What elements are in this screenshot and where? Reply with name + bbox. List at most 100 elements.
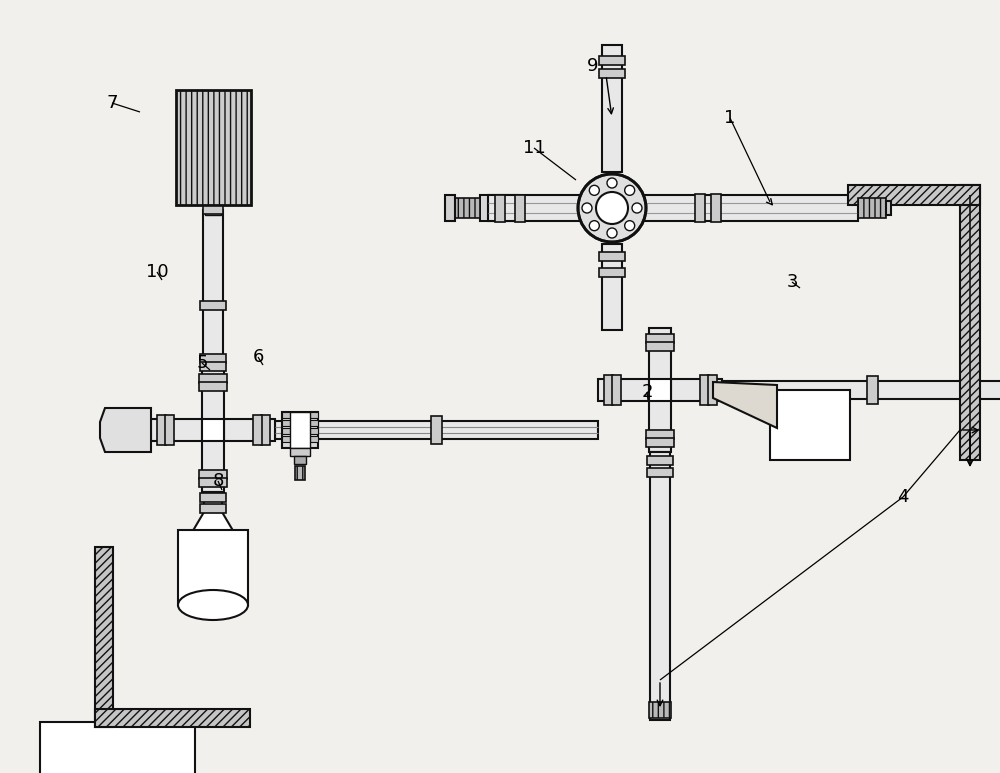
Bar — [858, 198, 886, 218]
Text: 8: 8 — [212, 472, 224, 490]
Bar — [646, 333, 674, 342]
Bar — [295, 466, 305, 480]
Bar — [495, 195, 505, 222]
Bar — [204, 492, 222, 512]
Bar — [95, 547, 113, 727]
Bar — [282, 428, 292, 434]
Bar — [199, 373, 227, 383]
Ellipse shape — [178, 590, 248, 620]
Circle shape — [632, 203, 642, 213]
Circle shape — [607, 178, 617, 188]
Text: 11: 11 — [523, 139, 545, 157]
Bar — [282, 412, 292, 418]
Bar — [480, 195, 518, 221]
Bar — [282, 412, 318, 448]
Bar — [95, 709, 250, 727]
Bar — [886, 201, 891, 215]
Bar — [200, 503, 226, 512]
Bar — [650, 452, 670, 720]
Circle shape — [589, 220, 599, 230]
Bar — [482, 196, 516, 220]
Bar — [646, 430, 674, 438]
Bar — [202, 419, 224, 441]
Bar — [722, 381, 1000, 399]
Bar — [203, 206, 223, 214]
Circle shape — [582, 203, 592, 213]
Text: 7: 7 — [106, 94, 118, 112]
Bar — [649, 702, 671, 718]
Text: 5: 5 — [196, 354, 208, 372]
Bar — [40, 722, 195, 773]
Bar — [647, 468, 673, 476]
Bar — [711, 194, 721, 222]
Bar — [156, 415, 166, 445]
Bar — [282, 420, 292, 426]
Bar — [602, 244, 622, 330]
Bar — [151, 419, 275, 441]
Bar — [647, 455, 673, 465]
Circle shape — [625, 186, 635, 196]
Bar — [598, 379, 722, 401]
Bar — [308, 436, 318, 442]
Bar — [252, 415, 262, 445]
Bar — [488, 195, 858, 221]
Text: 1: 1 — [724, 109, 736, 127]
Bar — [649, 379, 671, 401]
Bar — [599, 251, 625, 261]
Bar — [176, 90, 251, 205]
Bar — [960, 185, 980, 460]
Circle shape — [596, 192, 628, 224]
Bar — [602, 45, 622, 172]
Bar — [848, 185, 980, 205]
Bar — [612, 375, 620, 405]
Circle shape — [578, 174, 646, 242]
Bar — [700, 375, 708, 405]
Circle shape — [589, 186, 599, 196]
Bar — [515, 195, 525, 222]
Circle shape — [625, 220, 635, 230]
Bar — [695, 194, 705, 222]
Text: 10: 10 — [146, 263, 168, 281]
Polygon shape — [191, 512, 235, 534]
Polygon shape — [100, 408, 151, 452]
Bar — [599, 56, 625, 64]
Bar — [260, 415, 270, 445]
Bar — [308, 412, 318, 418]
Bar — [199, 382, 227, 390]
Bar — [708, 375, 716, 405]
Bar — [202, 368, 224, 492]
Bar — [646, 342, 674, 350]
Text: 6: 6 — [252, 348, 264, 366]
Bar — [199, 469, 227, 478]
Bar — [445, 195, 455, 221]
Bar — [178, 530, 248, 605]
Bar — [200, 301, 226, 309]
Bar — [308, 420, 318, 426]
Bar — [646, 438, 674, 447]
Bar — [164, 415, 174, 445]
Bar — [599, 69, 625, 77]
Bar — [200, 492, 226, 502]
Bar — [294, 456, 306, 464]
Bar — [290, 412, 310, 448]
Bar — [200, 362, 226, 370]
Bar — [599, 267, 625, 277]
Text: 3: 3 — [786, 273, 798, 291]
Text: 2: 2 — [641, 383, 653, 401]
Bar — [199, 478, 227, 486]
Bar — [770, 390, 850, 460]
Text: 4: 4 — [897, 488, 909, 506]
Bar — [308, 428, 318, 434]
Bar — [290, 448, 310, 456]
Bar — [430, 416, 442, 444]
Bar — [203, 210, 223, 368]
Bar — [200, 353, 226, 363]
Circle shape — [607, 228, 617, 238]
Bar — [282, 436, 292, 442]
Bar — [275, 421, 598, 439]
Text: 9: 9 — [587, 57, 599, 75]
Bar — [866, 376, 878, 404]
Bar — [452, 198, 480, 218]
Bar — [205, 205, 221, 215]
Polygon shape — [713, 382, 777, 428]
